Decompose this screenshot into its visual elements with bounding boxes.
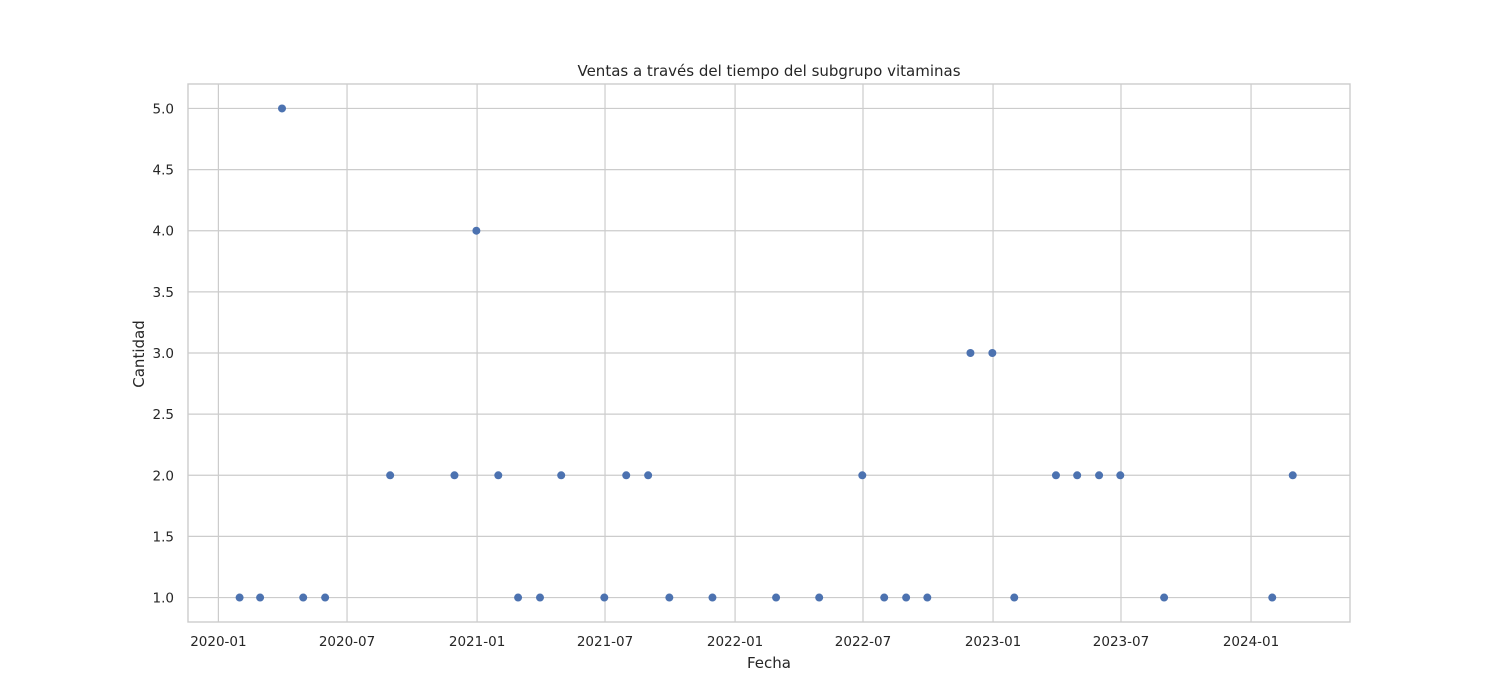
y-tick-label: 1.0 bbox=[153, 591, 174, 607]
data-point bbox=[923, 593, 932, 602]
x-tick-label: 2023-07 bbox=[1093, 634, 1149, 650]
x-tick-label: 2020-07 bbox=[319, 634, 375, 650]
data-point bbox=[644, 471, 653, 480]
y-tick-label: 1.5 bbox=[153, 529, 174, 545]
data-point bbox=[299, 593, 308, 602]
data-point bbox=[494, 471, 503, 480]
plot-frame bbox=[187, 83, 1351, 623]
data-point bbox=[880, 593, 889, 602]
data-points bbox=[235, 104, 1297, 602]
data-point bbox=[622, 471, 631, 480]
y-tick-label: 4.0 bbox=[153, 224, 174, 240]
y-tick-labels: 1.0 1.5 2.0 2.5 3.0 3.5 4.0 4.5 5.0 bbox=[153, 101, 174, 606]
y-tick-label: 3.5 bbox=[153, 285, 174, 301]
x-tick-label: 2023-01 bbox=[965, 634, 1021, 650]
y-axis-title: Cantidad bbox=[130, 320, 148, 387]
data-point bbox=[902, 593, 911, 602]
data-point bbox=[1268, 593, 1277, 602]
data-point bbox=[321, 593, 330, 602]
x-axis-title: Fecha bbox=[747, 654, 791, 672]
y-tick-label: 2.5 bbox=[153, 407, 174, 423]
data-point bbox=[665, 593, 674, 602]
data-point bbox=[1051, 471, 1060, 480]
data-point bbox=[815, 593, 824, 602]
data-point bbox=[600, 593, 609, 602]
data-point bbox=[386, 471, 395, 480]
y-tick-label: 5.0 bbox=[153, 101, 174, 117]
data-point bbox=[557, 471, 566, 480]
data-point bbox=[535, 593, 544, 602]
data-point bbox=[1160, 593, 1169, 602]
x-tick-label: 2022-07 bbox=[835, 634, 891, 650]
x-tick-labels: 2020-01 2020-07 2021-01 2021-07 2022-01 2022-… bbox=[190, 634, 1279, 650]
y-tick-label: 2.0 bbox=[153, 468, 174, 484]
data-point bbox=[235, 593, 244, 602]
grid bbox=[188, 84, 1350, 622]
data-point bbox=[708, 593, 717, 602]
data-point bbox=[966, 349, 975, 357]
data-point bbox=[1073, 471, 1082, 480]
data-point bbox=[858, 471, 867, 480]
data-point bbox=[514, 593, 523, 602]
y-tick-label: 4.5 bbox=[153, 163, 174, 179]
data-point bbox=[1010, 593, 1019, 602]
data-point bbox=[472, 226, 481, 235]
data-point bbox=[1288, 471, 1297, 480]
x-tick-label: 2021-07 bbox=[577, 634, 633, 650]
data-point bbox=[278, 104, 287, 113]
y-tick-label: 3.0 bbox=[153, 346, 174, 362]
data-point bbox=[256, 593, 265, 602]
data-point bbox=[450, 471, 459, 480]
data-point bbox=[988, 349, 997, 357]
data-point bbox=[1116, 471, 1125, 480]
data-point bbox=[1095, 471, 1104, 480]
x-tick-label: 2020-01 bbox=[190, 634, 246, 650]
chart-title: Ventas a través del tiempo del subgrupo … bbox=[577, 62, 960, 80]
x-tick-label: 2021-01 bbox=[449, 634, 505, 650]
data-point bbox=[772, 593, 781, 602]
x-tick-label: 2022-01 bbox=[707, 634, 763, 650]
x-tick-label: 2024-01 bbox=[1223, 634, 1279, 650]
